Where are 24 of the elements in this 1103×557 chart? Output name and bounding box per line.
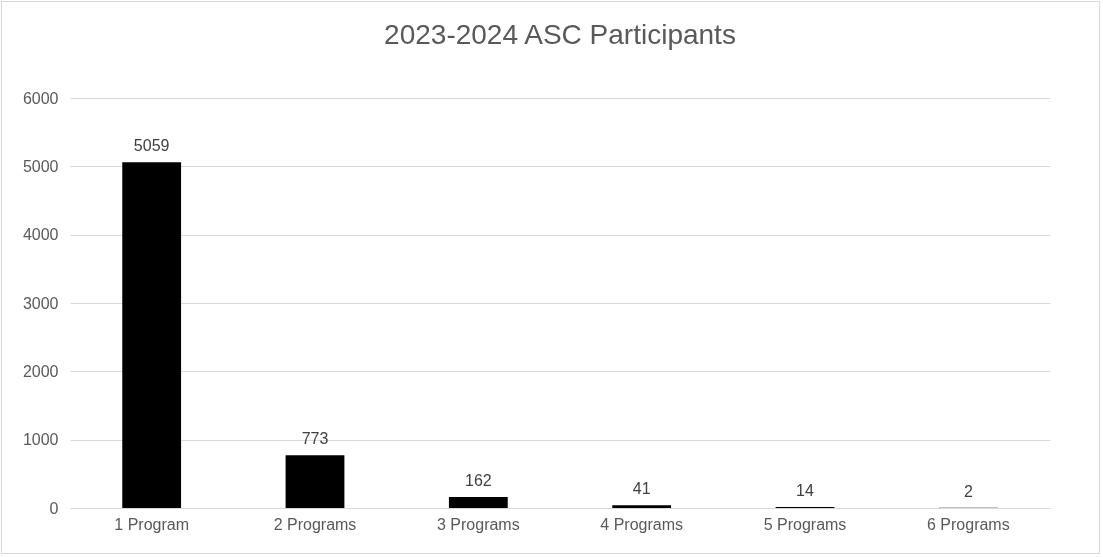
bar: [122, 162, 182, 508]
bar: [612, 505, 672, 508]
bar: [285, 455, 345, 508]
y-tick-label: 6000: [22, 89, 59, 107]
bar: [448, 496, 508, 508]
y-tick-label: 3000: [22, 294, 59, 312]
x-tick-label: 6 Programs: [926, 515, 1010, 533]
data-label: 2: [963, 482, 973, 500]
data-label: 162: [464, 471, 492, 489]
x-tick-label: 3 Programs: [436, 515, 520, 533]
y-tick-label: 2000: [22, 362, 59, 380]
x-tick-label: 5 Programs: [763, 515, 847, 533]
chart-title: 2023-2024 ASC Participants: [384, 19, 736, 50]
data-label: 5059: [133, 137, 170, 155]
data-label: 14: [796, 482, 814, 500]
y-tick-label: 4000: [22, 226, 59, 244]
y-tick-label: 1000: [22, 431, 59, 449]
x-tick-label: 1 Program: [114, 515, 190, 533]
x-tick-label: 4 Programs: [600, 515, 684, 533]
y-tick-label: 0: [49, 499, 59, 517]
data-label: 41: [632, 480, 651, 498]
x-tick-label: 2 Programs: [273, 515, 357, 533]
data-label: 773: [301, 430, 329, 448]
y-tick-label: 5000: [22, 157, 59, 175]
